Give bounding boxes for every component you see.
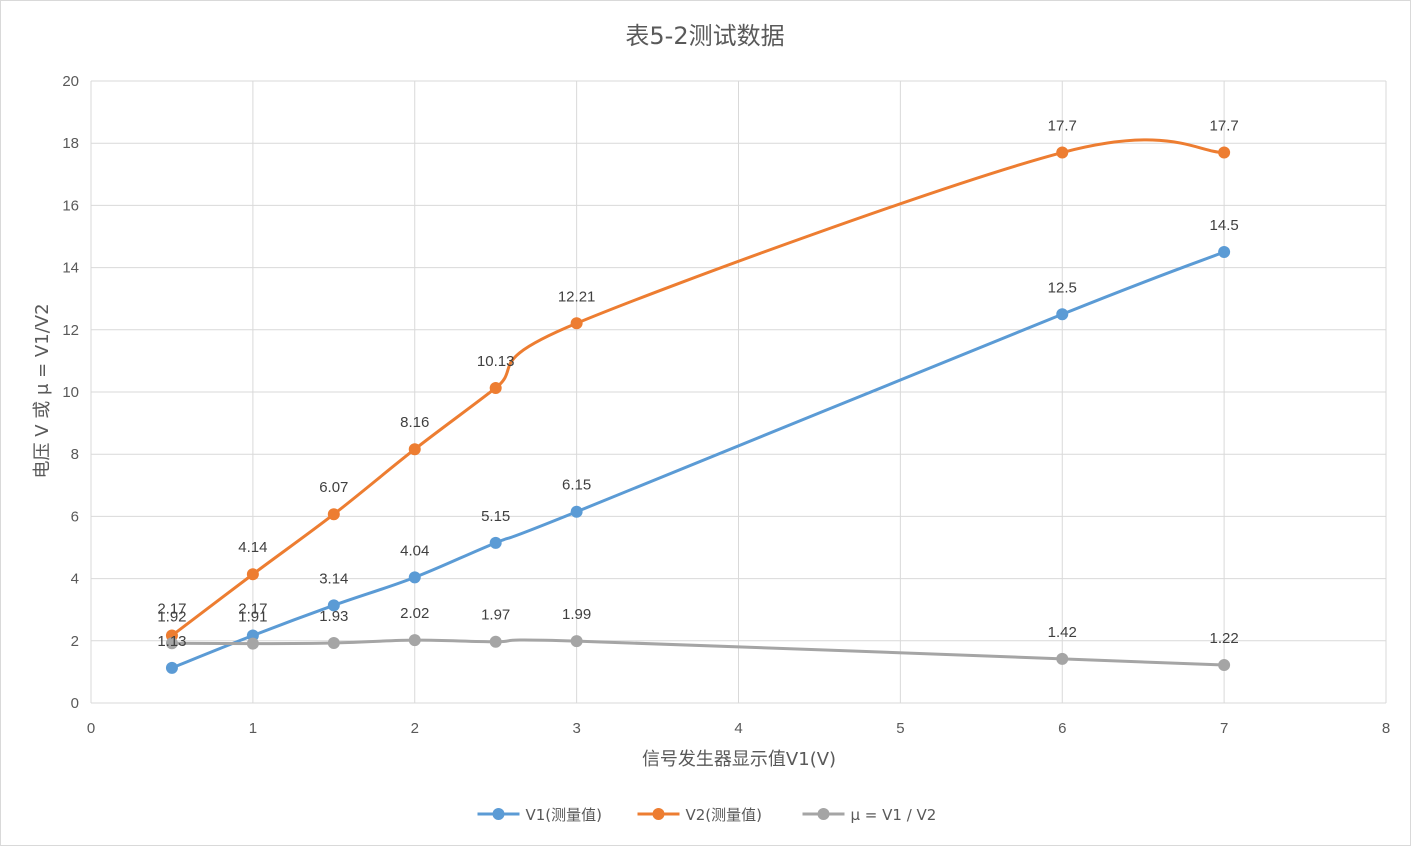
y-tick-label: 8 [71,446,79,463]
legend-entry: V1(测量值) [477,806,603,824]
data-point [570,505,583,518]
data-point [1056,308,1069,321]
data-point [165,637,178,650]
y-tick-label: 0 [71,695,79,712]
legend-entry: μ = V1 / V2 [802,806,937,824]
data-label: 10.13 [477,353,515,370]
data-label: 1.22 [1210,630,1239,647]
y-axis-label: 电压 V 或 μ = V1/V2 [32,303,53,478]
data-label: 1.93 [319,608,348,625]
series-line-1 [170,250,1226,670]
legend-label: V1(测量值) [526,806,603,824]
chart-title: 表5-2测试数据 [625,22,784,50]
data-point [408,443,421,456]
y-tick-label: 14 [62,260,79,277]
x-tick-label: 4 [734,720,742,737]
x-tick-label: 2 [411,720,419,737]
y-tick-label: 2 [71,633,79,650]
data-label: 1.99 [562,606,591,623]
legend-entry: V2(测量值) [637,806,763,824]
gridlines [90,80,1387,704]
data-label: 3.14 [319,570,348,587]
data-point [327,636,340,649]
legend-label: μ = V1 / V2 [851,806,937,824]
data-point [408,634,421,647]
series-line-3 [170,638,1226,667]
data-labels: 1.13 2.17 3.14 4.04 5.15 6.15 12.5 14.5 2.17 4.14… [157,118,1238,650]
x-tick-label: 6 [1058,720,1066,737]
x-tick-label: 8 [1382,720,1390,737]
x-tick-label: 7 [1220,720,1228,737]
data-label: 6.07 [319,479,348,496]
x-axis-ticks: 0 1 2 3 4 5 6 7 8 [87,720,1390,737]
data-label: 2.17 [238,601,267,618]
y-tick-label: 6 [71,508,79,525]
legend-label: V2(测量值) [686,806,763,824]
data-point [246,637,259,650]
y-tick-label: 12 [62,322,79,339]
data-point [1218,246,1231,259]
series-line-2 [170,138,1226,638]
data-point [1218,659,1231,672]
data-label: 14.5 [1210,217,1239,234]
series-lines [165,138,1231,674]
data-label: 17.7 [1210,118,1239,135]
y-tick-label: 16 [62,197,79,214]
data-label: 1.92 [157,608,186,625]
data-label: 2.02 [400,605,429,622]
legend-marker [817,808,830,820]
data-point [570,635,583,648]
legend-marker [492,808,505,820]
data-point [489,381,502,394]
data-label: 2.17 [157,601,186,618]
data-label: 1.97 [481,607,510,624]
data-label: 1.91 [238,609,267,626]
y-tick-label: 10 [62,384,79,401]
data-label: 1.42 [1048,624,1077,641]
x-tick-label: 3 [572,720,580,737]
data-point [327,599,340,612]
legend-marker [652,808,665,820]
data-label: 8.16 [400,414,429,431]
data-point [570,317,583,330]
data-point [1056,146,1069,159]
data-point [1218,146,1231,159]
y-tick-label: 18 [62,135,79,152]
data-point [165,661,178,674]
y-axis-ticks: 0 2 4 6 8 10 12 14 16 18 20 [62,73,79,712]
legend: V1(测量值) V2(测量值) μ = V1 / V2 [477,806,937,824]
data-point [489,635,502,648]
data-label: 12.21 [558,288,596,305]
data-point [408,571,421,584]
data-label: 12.5 [1048,279,1077,296]
y-tick-label: 4 [71,571,79,588]
x-tick-label: 0 [87,720,95,737]
y-tick-label: 20 [62,73,79,90]
x-tick-label: 5 [896,720,904,737]
data-label: 4.14 [238,539,267,556]
x-tick-label: 1 [249,720,257,737]
data-label: 17.7 [1048,118,1077,135]
data-point [327,508,340,521]
data-point [1056,652,1069,665]
data-point [246,568,259,581]
data-label: 1.13 [157,633,186,650]
data-label: 6.15 [562,477,591,494]
data-label: 5.15 [481,508,510,525]
x-axis-label: 信号发生器显示值V1(V) [642,749,836,770]
data-label: 4.04 [400,542,429,559]
data-point [489,536,502,549]
